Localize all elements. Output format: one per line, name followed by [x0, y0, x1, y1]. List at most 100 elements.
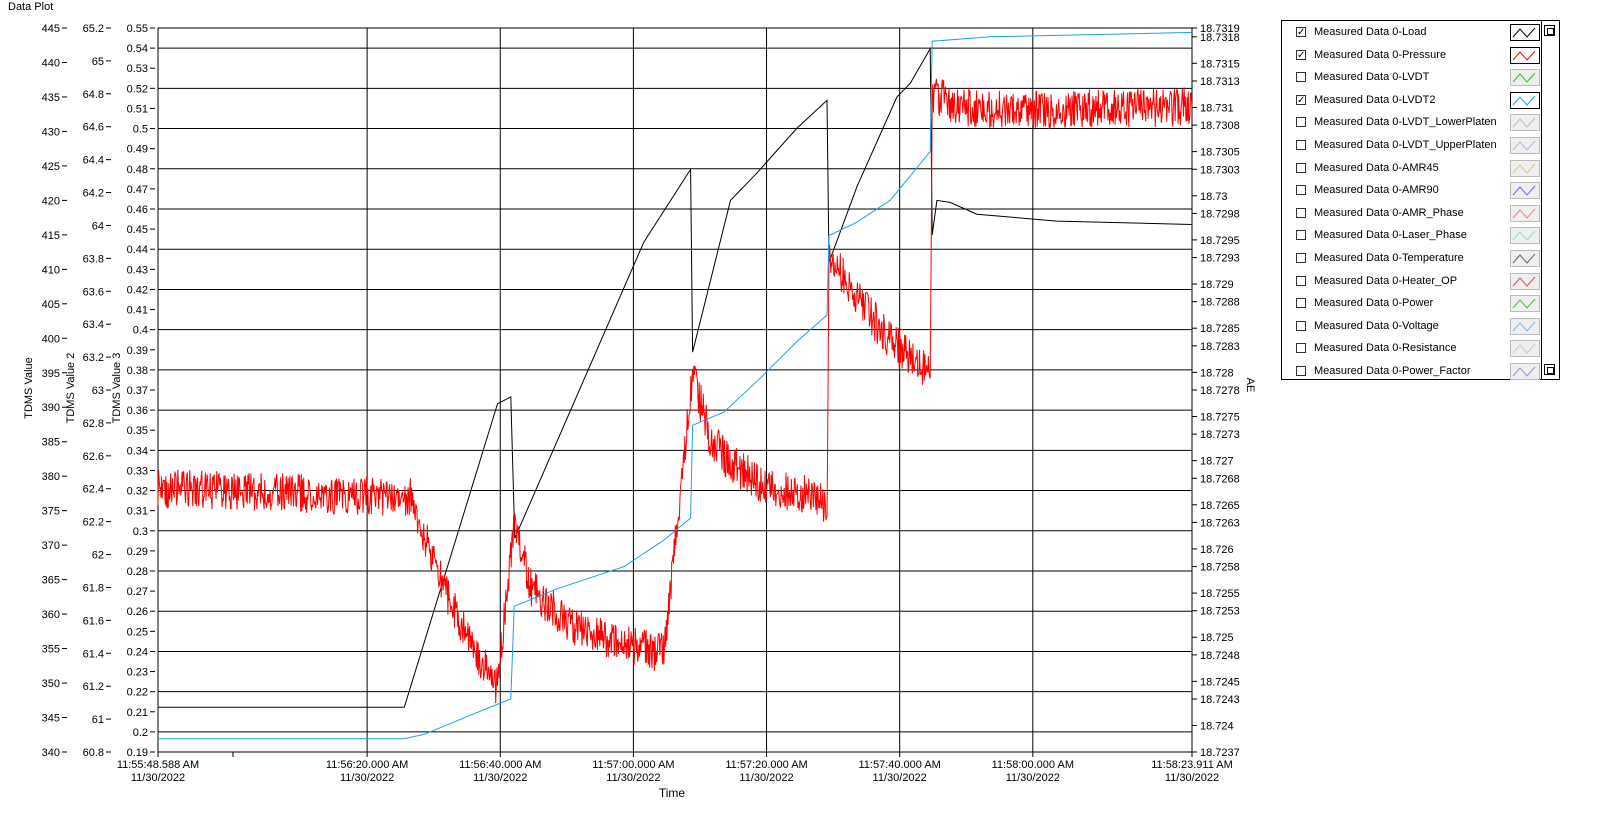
legend-item[interactable]: Measured Data 0-Heater_OP: [1282, 271, 1544, 293]
legend-line-swatch[interactable]: [1510, 69, 1540, 87]
legend-line-swatch[interactable]: [1510, 24, 1540, 41]
legend-item[interactable]: Measured Data 0-Resistance: [1282, 338, 1544, 360]
legend-checkbox[interactable]: [1296, 366, 1306, 376]
y-axis-tick-label: 64.8: [83, 89, 104, 101]
series-layer: [157, 31, 1193, 740]
y-axis-tick-label: 0.48: [127, 164, 148, 176]
scroll-down-button[interactable]: [1544, 364, 1555, 375]
legend-item-label: Measured Data 0-LVDT_UpperPlaten: [1314, 139, 1497, 151]
legend-checkbox[interactable]: [1296, 343, 1306, 354]
legend-item-label: Measured Data 0-Power_Factor: [1314, 365, 1471, 377]
legend-swatch-icon: [1512, 185, 1536, 196]
y-axis-tick-label: 61.2: [83, 681, 104, 693]
legend-checkbox[interactable]: ✓: [1296, 94, 1306, 106]
y-axis-tick-label: 0.52: [127, 83, 148, 95]
legend-checkbox[interactable]: [1296, 72, 1306, 83]
y-axis-tick-label: 410: [42, 264, 60, 276]
legend-item[interactable]: Measured Data 0-Power_Factor: [1282, 361, 1544, 383]
y-axis-tick-label: 420: [42, 195, 60, 207]
x-axis-tick-date: 11/30/2022: [473, 772, 527, 784]
legend-checkbox[interactable]: [1296, 275, 1306, 286]
y-axis-tick-label: 0.22: [127, 687, 148, 699]
legend-item[interactable]: Measured Data 0-LVDT: [1282, 67, 1544, 89]
legend-item[interactable]: Measured Data 0-Voltage: [1282, 316, 1544, 338]
legend-item-label: Measured Data 0-Laser_Phase: [1314, 229, 1467, 242]
ae-axis-tick-label: 18.7313: [1200, 76, 1240, 88]
legend-scrollbar[interactable]: [1541, 21, 1559, 379]
legend-checkbox[interactable]: ✓: [1296, 49, 1306, 61]
legend-item[interactable]: Measured Data 0-AMR_Phase: [1282, 203, 1544, 225]
legend-line-swatch[interactable]: [1510, 250, 1540, 267]
legend-item[interactable]: Measured Data 0-Laser_Phase: [1282, 225, 1544, 247]
y-axis-tick-label: 0.41: [127, 305, 148, 317]
legend-line-swatch[interactable]: [1510, 137, 1540, 154]
legend-checkbox[interactable]: [1296, 230, 1306, 241]
ae-axis-tick-label: 18.7275: [1200, 411, 1240, 423]
y-axis-tick-label: 0.24: [127, 646, 148, 658]
legend-checkbox[interactable]: [1296, 253, 1306, 263]
ae-axis-tick-label: 18.7315: [1200, 58, 1240, 70]
y-axis-tick-label: 0.53: [127, 63, 148, 75]
data-plot-chart[interactable]: 340 345 350 355 360 365 370 375 380 385 390 395 400 4…: [0, 0, 1270, 823]
legend-line-swatch[interactable]: [1510, 91, 1540, 109]
y-axis-tick-label: 0.32: [127, 486, 148, 498]
legend-line-swatch[interactable]: [1510, 46, 1540, 64]
x-axis-tick-date: 11/30/2022: [1165, 772, 1219, 784]
y-axis-tick-label: 0.51: [127, 103, 148, 115]
y-axis-tick-label: 0.46: [127, 204, 148, 216]
y-axis-tick-label: 0.5: [133, 124, 148, 136]
legend-line-swatch[interactable]: [1510, 295, 1540, 313]
legend-item-label: Measured Data 0-LVDT2: [1314, 93, 1436, 106]
y-axis-tick-label: 63.6: [83, 286, 104, 298]
y-axis-tick-label: 64.6: [83, 122, 104, 134]
ae-axis-tick-label: 18.7283: [1200, 341, 1240, 353]
ae-axis-tick-label: 18.7273: [1200, 429, 1240, 441]
legend-item[interactable]: ✓ Measured Data 0-Load: [1282, 22, 1544, 44]
legend-line-swatch[interactable]: [1510, 272, 1540, 290]
ae-axis-tick-label: 18.7253: [1200, 606, 1240, 618]
x-axis-tick-time: 11:56:40.000 AM: [459, 759, 541, 771]
ae-axis-tick-label: 18.7243: [1200, 694, 1240, 706]
y-axis-tick-label: 445: [42, 23, 60, 35]
legend-item[interactable]: Measured Data 0-Power: [1282, 293, 1544, 315]
y-axis-tick-label: 0.42: [127, 284, 148, 296]
legend-line-swatch[interactable]: [1510, 159, 1540, 177]
legend-item[interactable]: Measured Data 0-AMR45: [1282, 158, 1544, 180]
legend-item[interactable]: ✓ Measured Data 0-LVDT2: [1282, 90, 1544, 112]
y-axis-tick-label: 0.55: [127, 23, 148, 35]
legend-line-swatch[interactable]: [1510, 227, 1540, 245]
legend-item[interactable]: Measured Data 0-LVDT_LowerPlaten: [1282, 112, 1544, 134]
legend-checkbox[interactable]: [1296, 298, 1306, 309]
legend-item[interactable]: Measured Data 0-Temperature: [1282, 248, 1544, 270]
y-axis-tick-label: 375: [42, 506, 60, 518]
legend-line-swatch[interactable]: [1510, 363, 1540, 380]
scroll-up-button[interactable]: [1544, 25, 1555, 36]
legend-item[interactable]: Measured Data 0-AMR90: [1282, 180, 1544, 202]
legend-checkbox[interactable]: [1296, 207, 1306, 218]
legend-line-swatch[interactable]: [1510, 317, 1540, 335]
legend-swatch-icon: [1512, 50, 1536, 61]
axes-layer: 340 345 350 355 360 365 370 375 380 385 390 395 400 4…: [23, 23, 1256, 800]
legend-line-swatch[interactable]: [1510, 182, 1540, 200]
ae-axis-tick-label: 18.7319: [1200, 23, 1240, 35]
legend-checkbox[interactable]: [1296, 320, 1306, 331]
ae-axis-tick-label: 18.7237: [1200, 747, 1240, 759]
legend-checkbox[interactable]: [1296, 117, 1306, 128]
legend-checkbox[interactable]: ✓: [1296, 27, 1306, 38]
ae-axis-tick-label: 18.729: [1200, 279, 1234, 291]
legend-checkbox[interactable]: [1296, 162, 1306, 173]
legend-checkbox[interactable]: [1296, 140, 1306, 150]
legend-item[interactable]: ✓ Measured Data 0-Pressure: [1282, 45, 1544, 67]
y-axis-tick-label: 0.26: [127, 606, 148, 618]
y-axis-tick-label: 0.38: [127, 365, 148, 377]
legend-item[interactable]: Measured Data 0-LVDT_UpperPlaten: [1282, 135, 1544, 157]
ae-axis-tick-label: 18.7308: [1200, 120, 1240, 132]
y-axis-tick-label: 0.37: [127, 385, 148, 397]
x-axis-label: Time: [659, 786, 686, 800]
legend-line-swatch[interactable]: [1510, 340, 1540, 358]
legend-item-label: Measured Data 0-Resistance: [1314, 342, 1457, 355]
legend-swatch-icon: [1512, 163, 1536, 174]
legend-checkbox[interactable]: [1296, 185, 1306, 196]
legend-line-swatch[interactable]: [1510, 114, 1540, 132]
legend-line-swatch[interactable]: [1510, 204, 1540, 222]
